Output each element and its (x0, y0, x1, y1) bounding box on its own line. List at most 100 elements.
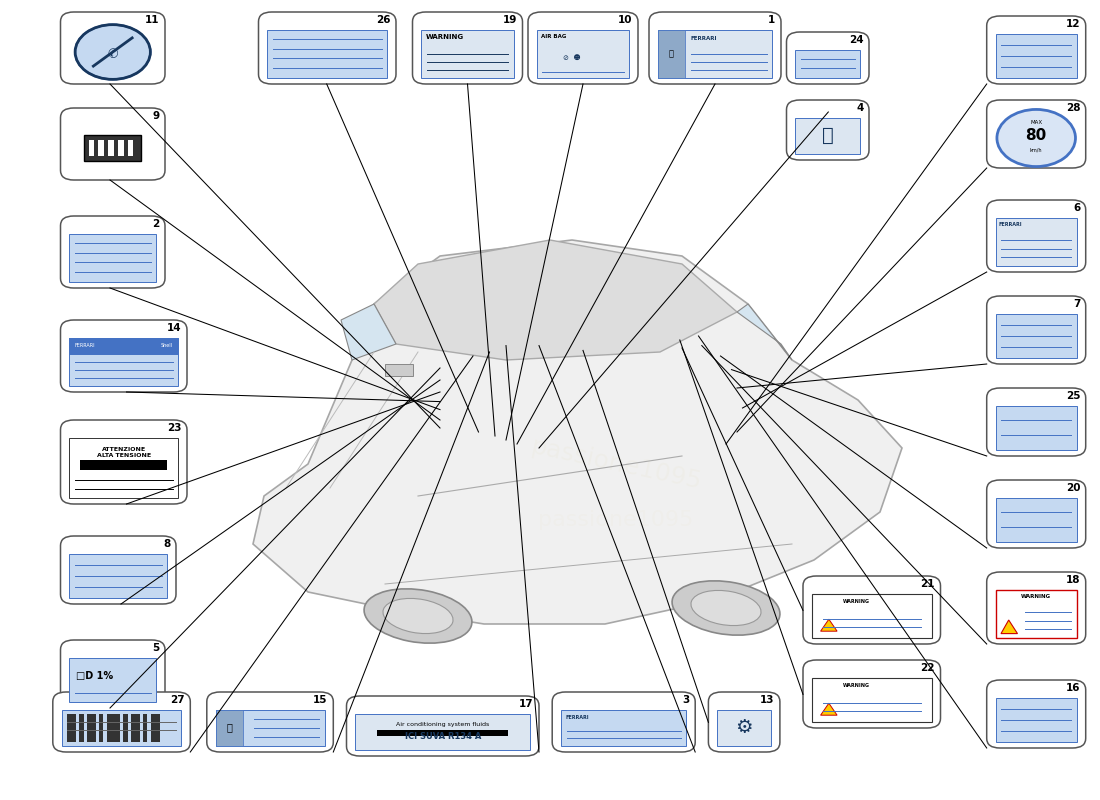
Bar (87, 714, 96, 742)
Text: 10: 10 (618, 15, 632, 25)
Bar (107, 714, 120, 742)
FancyBboxPatch shape (987, 480, 1086, 548)
FancyBboxPatch shape (987, 200, 1086, 272)
FancyBboxPatch shape (987, 388, 1086, 456)
Text: ⛽: ⛽ (822, 126, 834, 145)
Text: 4: 4 (856, 103, 864, 114)
Text: 12: 12 (1066, 19, 1080, 30)
Bar (84, 135, 142, 161)
Bar (151, 714, 160, 742)
FancyBboxPatch shape (786, 32, 869, 84)
Text: 7: 7 (1072, 299, 1080, 309)
Text: 27: 27 (170, 695, 185, 706)
Bar (385, 364, 412, 376)
Ellipse shape (691, 590, 761, 626)
Bar (658, 30, 685, 78)
Bar (355, 714, 530, 750)
PathPatch shape (341, 304, 396, 360)
Text: 🛢: 🛢 (227, 722, 232, 733)
Text: 20: 20 (1066, 483, 1080, 493)
FancyBboxPatch shape (987, 680, 1086, 748)
Text: 1: 1 (768, 15, 776, 25)
FancyBboxPatch shape (987, 296, 1086, 364)
Text: WARNING: WARNING (426, 34, 464, 39)
Bar (62, 710, 182, 746)
Bar (131, 714, 140, 742)
Bar (143, 714, 147, 742)
Text: 26: 26 (376, 15, 390, 25)
Circle shape (997, 110, 1076, 166)
Bar (658, 30, 772, 78)
Ellipse shape (672, 581, 780, 635)
Bar (996, 406, 1077, 450)
Ellipse shape (383, 598, 453, 634)
FancyBboxPatch shape (528, 12, 638, 84)
Text: ATTENZIONE
ALTA TENSIONE: ATTENZIONE ALTA TENSIONE (97, 447, 151, 458)
Text: AIR BAG: AIR BAG (541, 34, 567, 38)
Text: 18: 18 (1066, 575, 1080, 586)
FancyBboxPatch shape (987, 572, 1086, 644)
Bar (69, 658, 156, 702)
Text: 80: 80 (1025, 128, 1047, 143)
Text: 8: 8 (163, 539, 170, 550)
Text: 2: 2 (152, 219, 160, 229)
FancyBboxPatch shape (987, 16, 1086, 84)
Text: 13: 13 (760, 695, 774, 706)
Bar (812, 594, 932, 638)
Bar (561, 710, 686, 746)
Bar (377, 730, 508, 736)
Bar (98, 141, 104, 155)
Text: ⊘  ☻: ⊘ ☻ (563, 54, 581, 61)
Text: WARNING: WARNING (1021, 594, 1050, 599)
FancyBboxPatch shape (987, 100, 1086, 168)
Text: WARNING: WARNING (843, 599, 870, 604)
Text: FERRARI: FERRARI (691, 36, 717, 41)
Polygon shape (821, 703, 837, 715)
Text: 23: 23 (167, 423, 182, 434)
FancyBboxPatch shape (803, 660, 940, 728)
Bar (99, 714, 103, 742)
Text: km/h: km/h (1030, 147, 1043, 153)
Bar (69, 338, 178, 354)
FancyBboxPatch shape (803, 576, 940, 644)
FancyBboxPatch shape (60, 108, 165, 180)
Text: passione1095: passione1095 (538, 510, 694, 530)
Polygon shape (1001, 620, 1018, 634)
Text: 19: 19 (503, 15, 517, 25)
Text: 25: 25 (1066, 391, 1080, 402)
FancyBboxPatch shape (649, 12, 781, 84)
Bar (216, 710, 324, 746)
FancyBboxPatch shape (60, 320, 187, 392)
Bar (267, 30, 387, 78)
Text: 22: 22 (921, 663, 935, 673)
Text: MAX: MAX (1030, 119, 1043, 125)
Text: ⚙: ⚙ (736, 718, 752, 737)
Bar (69, 234, 156, 282)
Bar (118, 141, 123, 155)
FancyBboxPatch shape (258, 12, 396, 84)
Bar (69, 338, 178, 386)
FancyBboxPatch shape (53, 692, 190, 752)
Text: 16: 16 (1066, 683, 1080, 693)
Text: 5: 5 (152, 643, 160, 653)
Text: 14: 14 (167, 323, 182, 333)
Ellipse shape (364, 589, 472, 643)
Bar (123, 714, 128, 742)
FancyBboxPatch shape (786, 100, 869, 160)
FancyBboxPatch shape (708, 692, 780, 752)
Bar (996, 34, 1077, 78)
Circle shape (75, 25, 151, 79)
Bar (996, 498, 1077, 542)
Text: □D 1%: □D 1% (76, 670, 113, 681)
Text: FERRARI: FERRARI (75, 343, 96, 348)
Text: passione1095: passione1095 (528, 434, 704, 494)
Bar (80, 460, 167, 470)
Bar (996, 698, 1077, 742)
Text: 24: 24 (849, 35, 864, 45)
PathPatch shape (737, 304, 792, 360)
Text: WARNING: WARNING (843, 683, 870, 688)
Bar (421, 30, 514, 78)
Text: 21: 21 (921, 579, 935, 589)
Bar (108, 141, 114, 155)
Text: Air conditioning system fluids: Air conditioning system fluids (396, 722, 490, 726)
